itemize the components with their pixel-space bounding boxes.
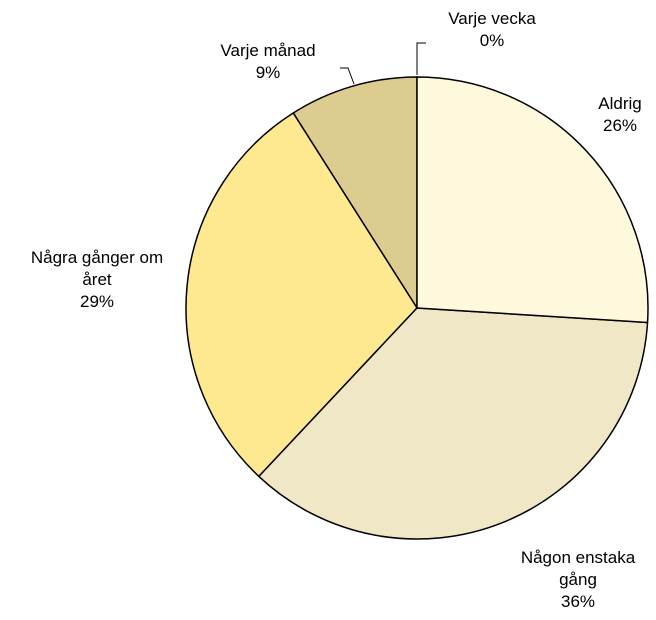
category-name: Varje månad — [220, 41, 316, 60]
category-name: Några gånger om året — [30, 248, 164, 289]
leader-line — [340, 67, 355, 85]
category-name: Varje vecka — [448, 9, 536, 28]
pie-slice — [185, 112, 418, 478]
slice-label: Någon enstaka gång 36% — [503, 547, 653, 613]
category-name: Aldrig — [598, 94, 642, 113]
pie-slice — [258, 307, 649, 540]
slice-label: Varje vecka 0% — [417, 8, 567, 52]
percent-label: 36% — [560, 592, 596, 611]
percent-label: 0% — [479, 31, 505, 50]
slice-label: Aldrig 26% — [545, 93, 656, 137]
percent-label: 9% — [255, 63, 281, 82]
percent-label: 26% — [602, 116, 638, 135]
pie-slice — [416, 76, 649, 324]
leader-line — [416, 42, 426, 75]
slice-label: Varje månad 9% — [193, 40, 343, 84]
category-name: Någon enstaka gång — [520, 548, 636, 589]
slice-label: Några gånger om året 29% — [22, 247, 172, 313]
pie-slice — [292, 76, 418, 309]
percent-label: 29% — [79, 292, 115, 311]
